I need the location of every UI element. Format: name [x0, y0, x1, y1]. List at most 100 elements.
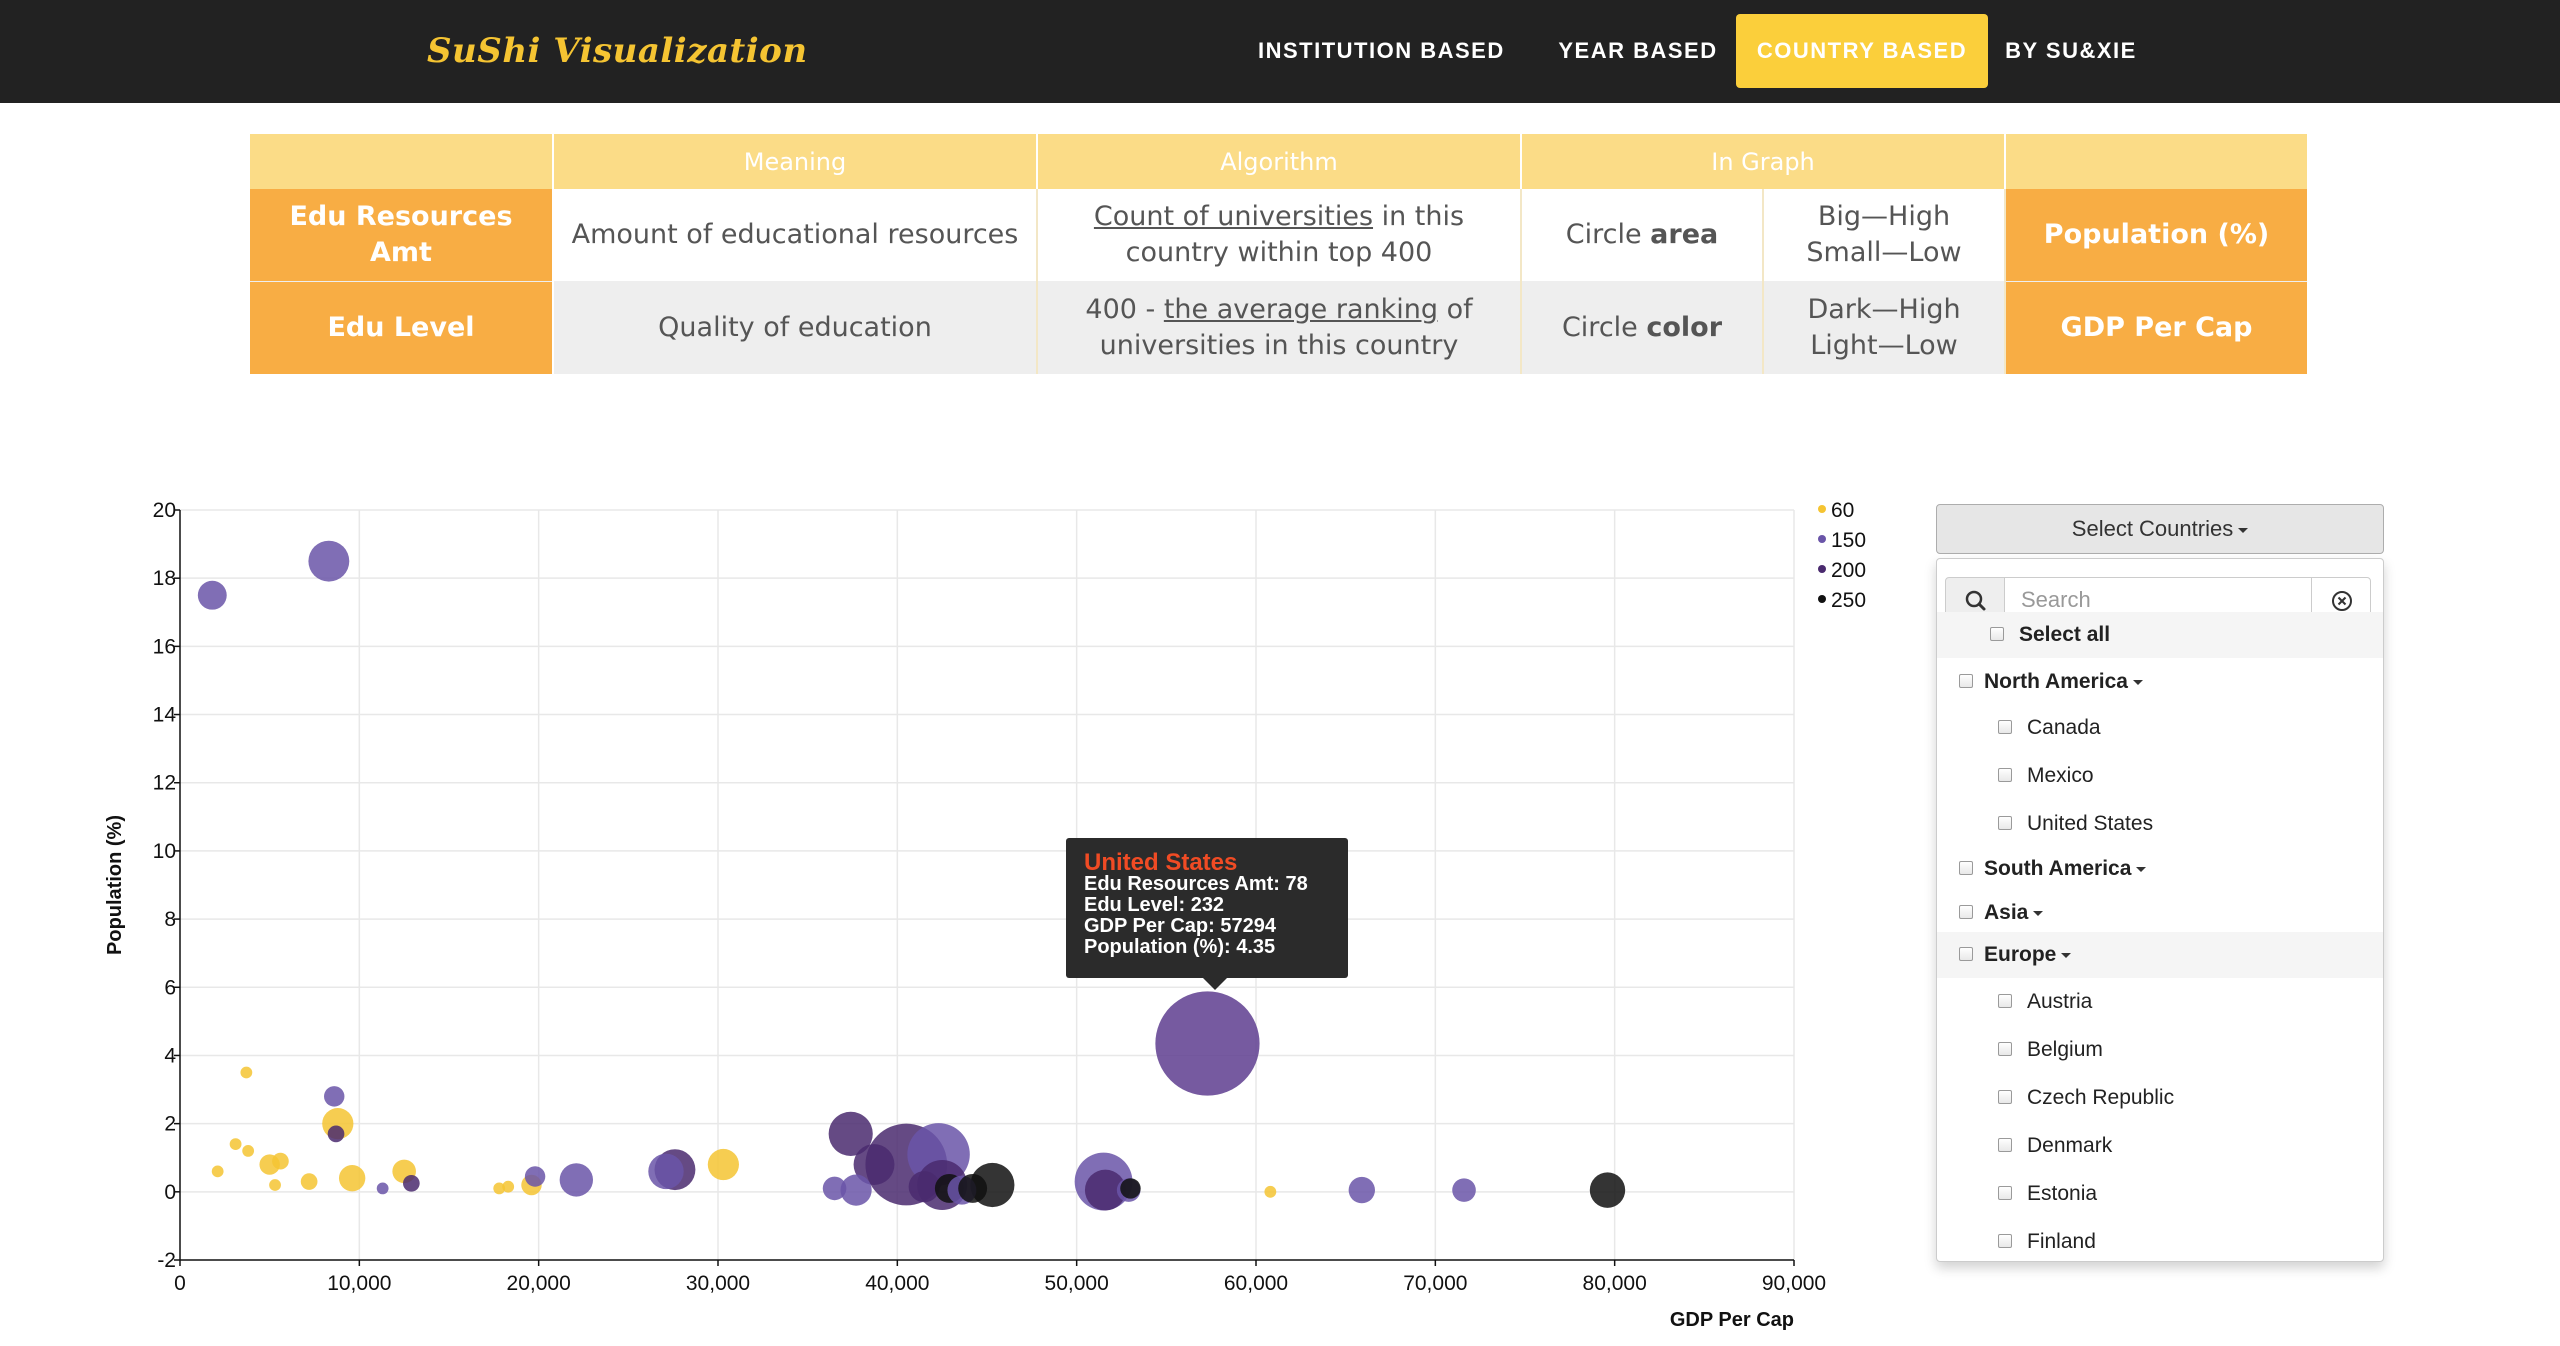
- x-tick-label: 80,000: [1583, 1272, 1647, 1295]
- nav-by-suxie[interactable]: BY SU&XIE: [2005, 38, 2137, 63]
- algorithm-text: 400 -: [1085, 294, 1164, 325]
- country-option-select-all[interactable]: Select all: [1937, 612, 2383, 658]
- checkbox[interactable]: [1998, 994, 2012, 1008]
- country-option-mexico[interactable]: Mexico: [1937, 753, 2383, 799]
- tooltip-population: Population (%): 4.35: [1084, 936, 1276, 958]
- data-point: [324, 1086, 345, 1107]
- country-option-finland[interactable]: Finland: [1937, 1219, 2383, 1261]
- data-point: [300, 1173, 318, 1190]
- algorithm-link[interactable]: the average ranking: [1163, 294, 1438, 325]
- country-option-north-america[interactable]: North America: [1937, 659, 2383, 705]
- legend-swatch: [1818, 565, 1826, 573]
- data-point: [1348, 1176, 1375, 1204]
- data-point: [229, 1138, 242, 1150]
- checkbox[interactable]: [1998, 1234, 2012, 1248]
- checkbox[interactable]: [1998, 1042, 2012, 1056]
- nav-year-based[interactable]: YEAR BASED: [1558, 38, 1718, 63]
- country-option-europe[interactable]: Europe: [1937, 932, 2383, 978]
- country-option-czech-republic[interactable]: Czech Republic: [1937, 1075, 2383, 1121]
- country-option-canada[interactable]: Canada: [1937, 705, 2383, 751]
- header-empty-left: [250, 134, 554, 189]
- select-countries-button[interactable]: Select Countries: [1936, 504, 2384, 554]
- scale-low: Light—Low: [1810, 330, 1958, 361]
- data-point: [524, 1166, 546, 1187]
- x-tick-label: 10,000: [327, 1272, 391, 1295]
- country-option-asia[interactable]: Asia: [1937, 890, 2383, 936]
- country-option-south-america[interactable]: South America: [1937, 846, 2383, 892]
- row-mapped-axis: GDP Per Cap: [2005, 281, 2310, 374]
- country-dropdown-menu[interactable]: Select all North America Canada Mexico Unite…: [1936, 558, 2384, 1262]
- row-graph-encoding: Circle color: [1521, 281, 1764, 374]
- checkbox[interactable]: [1998, 768, 2012, 782]
- y-tick-label: 4: [164, 1044, 176, 1067]
- checkbox[interactable]: [1959, 947, 1973, 961]
- caret-down-icon: [2132, 679, 2143, 685]
- checkbox[interactable]: [1998, 1090, 2012, 1104]
- option-label: Czech Republic: [2027, 1086, 2175, 1109]
- y-tick-label: 14: [153, 704, 177, 727]
- header-meaning: Meaning: [553, 134, 1038, 189]
- data-point: [1155, 991, 1260, 1096]
- row-scale: Big—High Small—Low: [1763, 189, 2007, 282]
- nav-institution-based[interactable]: INSTITUTION BASED: [1258, 38, 1505, 63]
- checkbox[interactable]: [1959, 905, 1973, 919]
- country-option-united-states[interactable]: United States: [1937, 801, 2383, 847]
- data-point: [308, 540, 350, 582]
- scale-high: Dark—High: [1807, 294, 1961, 325]
- data-point: [402, 1174, 420, 1192]
- checkbox[interactable]: [1998, 720, 2012, 734]
- row-algorithm: Count of universities in this country wi…: [1037, 189, 1522, 282]
- header-in-graph: In Graph: [1521, 134, 2007, 189]
- data-point: [327, 1125, 345, 1143]
- data-point: [1589, 1172, 1626, 1208]
- checkbox[interactable]: [1959, 674, 1973, 688]
- data-point: [240, 1066, 253, 1079]
- tooltip-amt: Edu Resources Amt: 78: [1084, 873, 1308, 895]
- data-point: [493, 1182, 506, 1195]
- caret-down-icon: [2033, 910, 2044, 916]
- algorithm-text: of universities in this country: [1099, 294, 1473, 361]
- caret-down-icon: [2061, 952, 2072, 958]
- x-tick-label: 90,000: [1762, 1272, 1826, 1295]
- legend-label: 200: [1831, 559, 1866, 582]
- tooltip-gdp: GDP Per Cap: 57294: [1084, 915, 1276, 937]
- option-label: Mexico: [2027, 764, 2094, 787]
- data-point: [272, 1152, 289, 1170]
- graph-encoding-text: Circle: [1565, 219, 1651, 250]
- navbar: SuShi Visualization INSTITUTION BASED YE…: [0, 0, 2560, 103]
- x-tick-label: 30,000: [686, 1272, 750, 1295]
- data-point: [707, 1148, 739, 1181]
- option-label: Canada: [2027, 716, 2101, 739]
- algorithm-link[interactable]: Count of universities: [1093, 201, 1374, 232]
- data-point: [269, 1179, 281, 1191]
- tooltip-country: United States: [1084, 849, 1238, 876]
- country-option-belgium[interactable]: Belgium: [1937, 1027, 2383, 1073]
- y-tick-label: 6: [164, 976, 176, 999]
- header-empty-right: [2005, 134, 2310, 189]
- nav-country-based[interactable]: COUNTRY BASED: [1736, 14, 1988, 88]
- table-row: Edu Level Quality of education 400 - the…: [250, 281, 2310, 374]
- legend-label: 250: [1831, 589, 1866, 612]
- checkbox[interactable]: [1998, 1138, 2012, 1152]
- data-point: [211, 1165, 224, 1178]
- data-point: [338, 1164, 366, 1192]
- legend-swatch: [1818, 505, 1826, 513]
- brand-logo[interactable]: SuShi Visualization: [427, 31, 808, 71]
- checkbox[interactable]: [1998, 816, 2012, 830]
- data-point: [376, 1182, 389, 1195]
- country-option-estonia[interactable]: Estonia: [1937, 1171, 2383, 1217]
- legend-swatch: [1818, 535, 1826, 543]
- option-label: Austria: [2027, 990, 2093, 1013]
- x-tick-label: 0: [174, 1272, 186, 1295]
- caret-down-icon: [2136, 866, 2147, 872]
- checkbox[interactable]: [1959, 861, 1973, 875]
- checkbox[interactable]: [1998, 1186, 2012, 1200]
- country-option-denmark[interactable]: Denmark: [1937, 1123, 2383, 1169]
- y-axis-label: Population (%): [104, 815, 126, 955]
- y-tick-label: 0: [164, 1181, 176, 1204]
- data-point: [1264, 1185, 1277, 1198]
- checkbox[interactable]: [1990, 627, 2004, 641]
- chart-axes: 0 10,000 20,000 30,000 40,000 50,000 60,000 70,…: [153, 499, 1826, 1295]
- search-icon: [1965, 590, 1986, 611]
- country-option-austria[interactable]: Austria: [1937, 979, 2383, 1025]
